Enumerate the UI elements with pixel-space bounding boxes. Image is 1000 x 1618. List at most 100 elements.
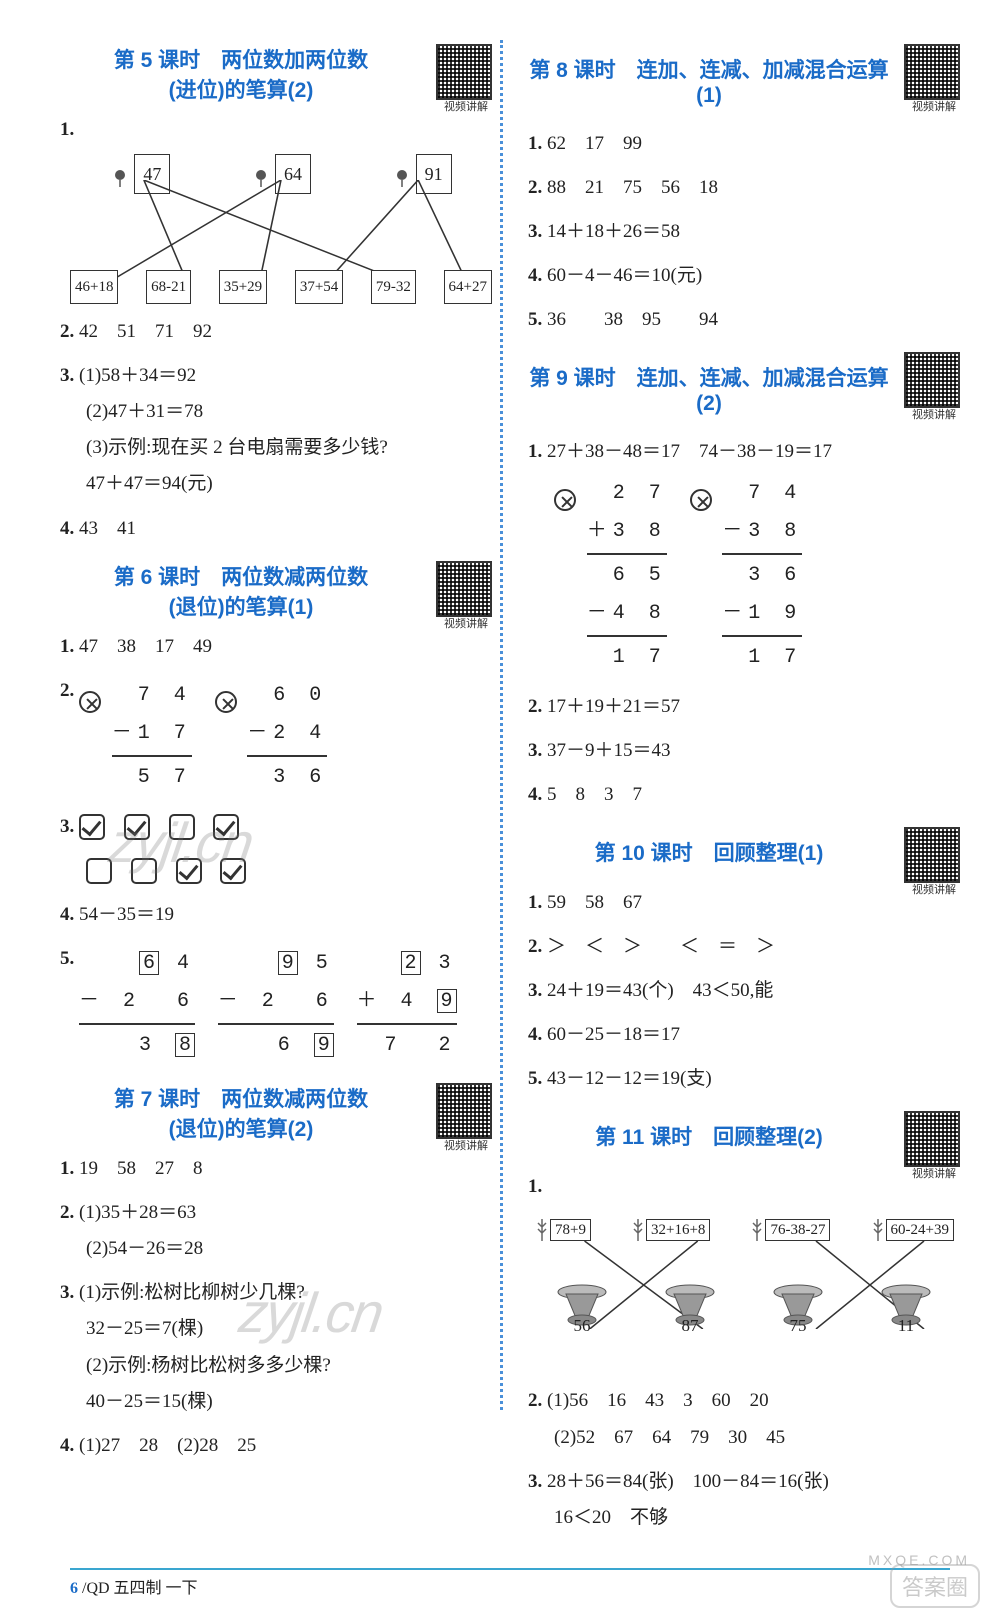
question-number: 5. [60,948,74,969]
heading-text: (进位)的笔算(2) [169,79,314,102]
question-number: 1. [60,119,74,140]
answer-text: 59 58 67 [547,892,642,913]
question-number: 3. [528,221,542,242]
match-expr: 78+9 [550,1219,591,1241]
calc-row: 6 9 [218,1027,334,1065]
match-bottom-row: 46+18 68-21 35+29 37+54 79-32 64+27 [70,270,492,305]
answer-text: 17＋19＋21＝57 [547,696,680,717]
s5-q1: 1. 47 64 91 46+18 68-21 [60,112,492,304]
calc-row: ＋ 4 9 [357,983,457,1021]
calc-row: 3 6 [247,759,327,797]
calc-row: 3 8 [79,1027,195,1065]
answer-text: 74－38－19＝17 [699,441,832,462]
s7-q1: 1. 19 58 27 8 [60,1151,492,1187]
s8-q3: 3. 14＋18＋26＝58 [528,214,960,250]
question-number: 5. [528,1068,542,1089]
qr-code-icon [436,44,492,100]
answer-text: 40－25＝15(棵) [60,1384,492,1420]
heading-text: 第 11 课时 回顾整理(2) [595,1126,823,1149]
matching-diagram: 78+9 32+16+8 76-38-27 60-24+39 56 87 75 … [528,1211,960,1371]
calc-row: 7 4 [112,677,192,715]
s6-q4: 4. 54－35＝19 [60,897,492,933]
answer-text: 37－9＋15＝43 [547,740,671,761]
match-expr: 35+29 [219,270,267,305]
question-number: 1. [528,892,542,913]
calc-row: － 2 6 [218,983,334,1021]
answer-text: 60－25－18＝17 [547,1024,680,1045]
wrong-mark-icon [690,489,712,511]
question-number: 4. [60,518,74,539]
answer-text: (2)52 67 64 79 30 45 [528,1420,960,1456]
qr-code-icon [904,44,960,100]
s10-q1: 1. 59 58 67 [528,885,960,921]
page: 第 5 课时 两位数加两位数 (进位)的笔算(2) 1. 47 64 91 [0,0,1000,1564]
checkbox-icon [220,858,246,884]
calc-row: 6 4 [79,945,195,983]
question-number: 4. [528,784,542,805]
answer-text: (3)示例:现在买 2 台电扇需要多少钱? [60,430,492,466]
calc-row: －2 4 [247,715,327,753]
s8-q4: 4. 60－4－46＝10(元) [528,258,960,294]
s5-q4: 4. 43 41 [60,511,492,547]
calc-line [247,755,327,757]
pedestal-icon: 11 [880,1284,932,1371]
answer-text: 32－25＝7(棵) [60,1311,492,1347]
calc-line [79,1023,195,1025]
section-10-heading: 第 10 课时 回顾整理(1) [528,827,960,877]
vertical-calc: 7 4 －3 8 3 6 －1 9 1 7 [722,475,802,677]
calc-row: 9 5 [218,945,334,983]
right-column: 第 8 课时 连加、连减、加减混合运算(1) 1. 62 17 99 2. 88… [510,30,960,1544]
qr-code-icon [436,1083,492,1139]
calc-row: －3 8 [722,513,802,551]
s10-q3: 3. 24＋19＝43(个) 43＜50,能 [528,973,960,1009]
answer-text: 5 8 3 7 [547,784,642,805]
section-11-heading: 第 11 课时 回顾整理(2) [528,1111,960,1161]
calc-row: 2 3 [357,945,457,983]
matching-diagram: 47 64 91 46+18 68-21 35+29 37+54 [70,154,492,304]
vertical-calc: 2 3 ＋ 4 9 7 2 [357,945,457,1065]
wrong-mark-icon [554,489,576,511]
vertical-calc: 2 7 ＋3 8 6 5 －4 8 1 7 [587,475,667,677]
s8-q1: 1. 62 17 99 [528,126,960,162]
s10-q2: 2. ＞ ＜ ＞ ＜ ＝ ＞ [528,929,960,965]
answer-text: 60－4－46＝10(元) [547,265,702,286]
question-number: 3. [60,1282,74,1303]
wheat-icon [870,1217,886,1243]
question-number: 1. [528,133,542,154]
s7-q3: 3. (1)示例:松树比柳树少几棵? 32－25＝7(棵) (2)示例:杨树比松… [60,1275,492,1419]
question-number: 3. [528,980,542,1001]
left-column: 第 5 课时 两位数加两位数 (进位)的笔算(2) 1. 47 64 91 [60,30,510,1544]
page-number: 6 [70,1580,78,1597]
digit-box: 9 [278,951,298,975]
answer-text: 54－35＝19 [79,904,174,925]
pedestal-icon: 87 [664,1284,716,1371]
answer-text: 62 17 99 [547,133,642,154]
s11-q1: 1. 78+9 32+16+8 76-38-27 60-24+39 56 87 [528,1169,960,1371]
answer-text: 27＋38－48＝17 [547,441,680,462]
s6-q2: 2. 7 4 －1 7 5 7 6 0 －2 4 3 6 [60,673,492,801]
s11-q3: 3. 28＋56＝84(张) 100－84＝16(张) 16＜20 不够 [528,1464,960,1536]
question-number: 1. [528,1176,542,1197]
wrong-mark-icon [79,691,101,713]
question-number: 2. [528,696,542,717]
heading-text: 第 10 课时 回顾整理(1) [595,842,824,865]
answer-text: (1)35＋28＝63 [79,1202,196,1223]
match-expr: 68-21 [146,270,191,305]
pedestal-value: 11 [880,1310,932,1342]
pedestal-value: 87 [664,1310,716,1342]
checkbox-icon [213,814,239,840]
checkbox-icon [86,858,112,884]
section-6-heading: 第 6 课时 两位数减两位数 (退位)的笔算(1) [60,561,492,621]
match-expr: 79-32 [371,270,416,305]
question-number: 3. [60,816,74,837]
wheat-icon [534,1217,550,1243]
question-number: 2. [60,680,74,701]
question-number: 4. [60,1435,74,1456]
pedestal-icon: 75 [772,1284,824,1371]
vertical-calc: 6 0 －2 4 3 6 [247,677,327,797]
s10-q5: 5. 43－12－12＝19(支) [528,1061,960,1097]
s6-q1: 1. 47 38 17 49 [60,629,492,665]
question-number: 2. [60,1202,74,1223]
answer-text: 36 38 95 94 [547,309,718,330]
question-number: 2. [60,321,74,342]
